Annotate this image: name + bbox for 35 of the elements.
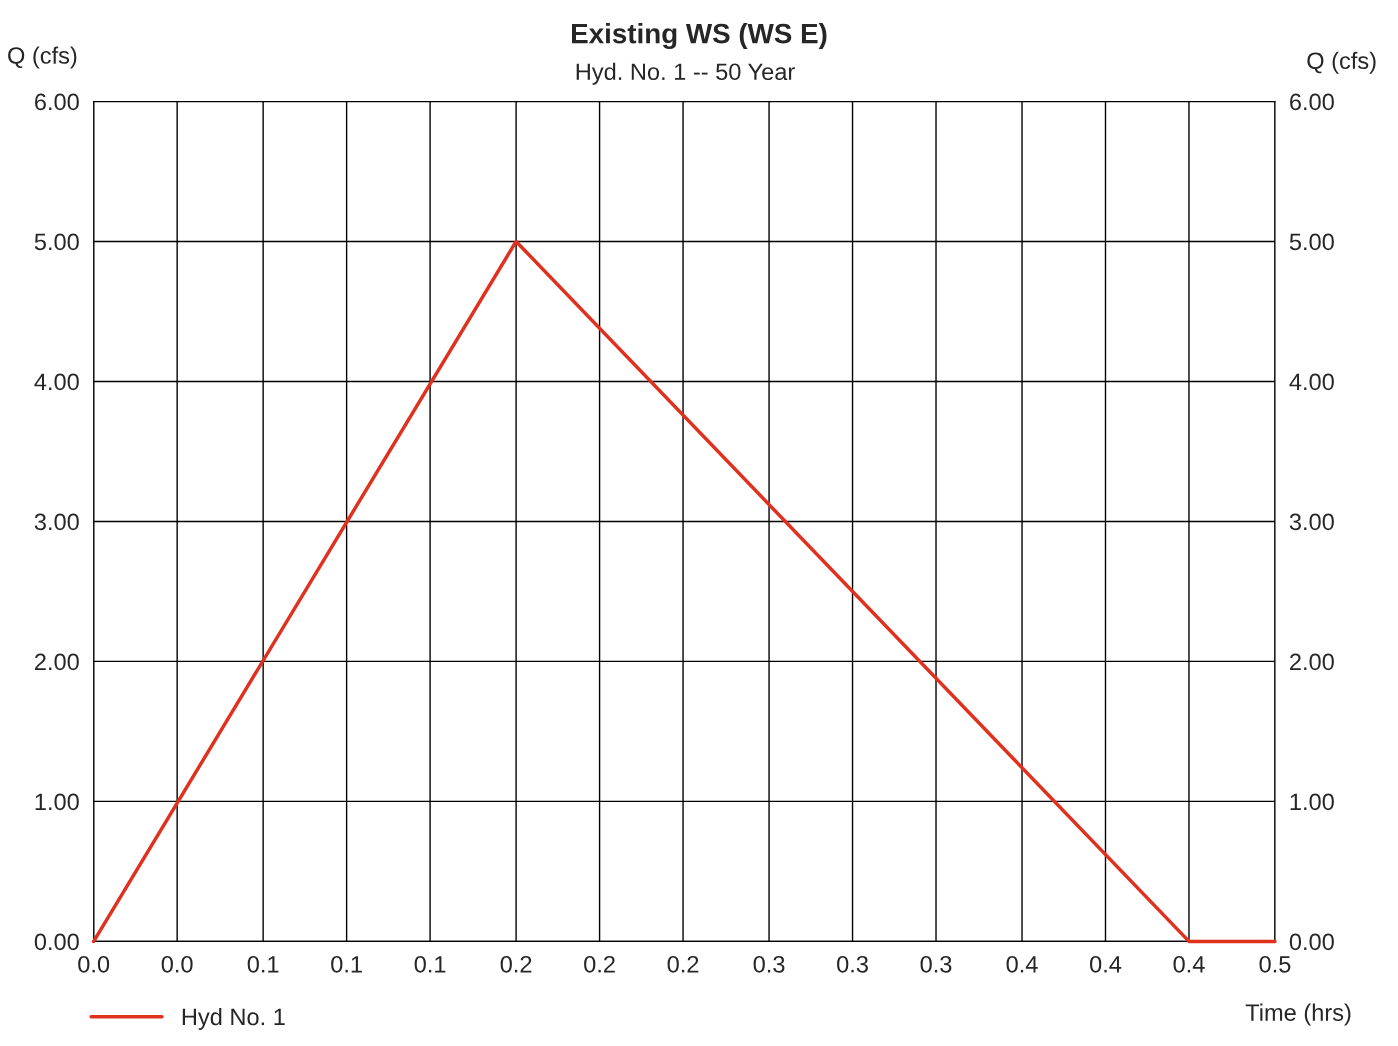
x-tick-label: 0.4 (1006, 955, 1038, 973)
y-tick-label: 1.00 (35, 793, 79, 811)
x-tick-label: 0.2 (584, 955, 615, 973)
x-tick-label: 0.0 (161, 955, 193, 973)
legend-label: Hyd No. 1 (182, 1007, 285, 1030)
y2-tick-label: 0.00 (1289, 933, 1334, 951)
y2-tick-label: 6.00 (1290, 93, 1334, 111)
y2-tick-label: 2.00 (1290, 653, 1334, 671)
x-tick-label: 0.3 (920, 955, 952, 973)
x-tick-label: 0.2 (667, 955, 699, 973)
x-tick-label: 0.3 (753, 955, 785, 973)
x-tick-label: 0.1 (414, 955, 446, 973)
x-tick-label: 0.1 (331, 955, 362, 973)
x-tick-label: 0.3 (837, 955, 868, 973)
y-tick-label: 5.00 (34, 233, 79, 251)
y-tick-label: 4.00 (34, 373, 79, 391)
y-tick-label: 0.00 (34, 933, 79, 951)
x-tick-label: 0.4 (1090, 955, 1122, 973)
y2-tick-label: 1.00 (1290, 793, 1334, 811)
x-tick-label: 0.5 (1259, 955, 1291, 973)
y-tick-label: 6.00 (35, 93, 79, 111)
chart-title: Existing WS (WS E) (572, 23, 827, 50)
y-tick-label: 2.00 (35, 653, 79, 671)
y2-tick-label: 3.00 (1289, 513, 1334, 531)
y-tick-label: 3.00 (34, 513, 79, 531)
chart-subtitle: Hyd. No. 1 -- 50 Year (576, 62, 795, 85)
y2-axis-title: Q (cfs) (1307, 51, 1376, 74)
x-axis-title: Time (hrs) (1245, 1003, 1351, 1026)
y2-tick-label: 5.00 (1289, 233, 1334, 251)
y2-tick-label: 4.00 (1289, 373, 1334, 391)
x-tick-label: 0.2 (500, 955, 532, 973)
x-tick-label: 0.4 (1173, 955, 1205, 973)
x-tick-label: 0.1 (247, 955, 279, 973)
x-tick-label: 0.0 (78, 955, 110, 973)
y-axis-title: Q (cfs) (8, 46, 77, 69)
